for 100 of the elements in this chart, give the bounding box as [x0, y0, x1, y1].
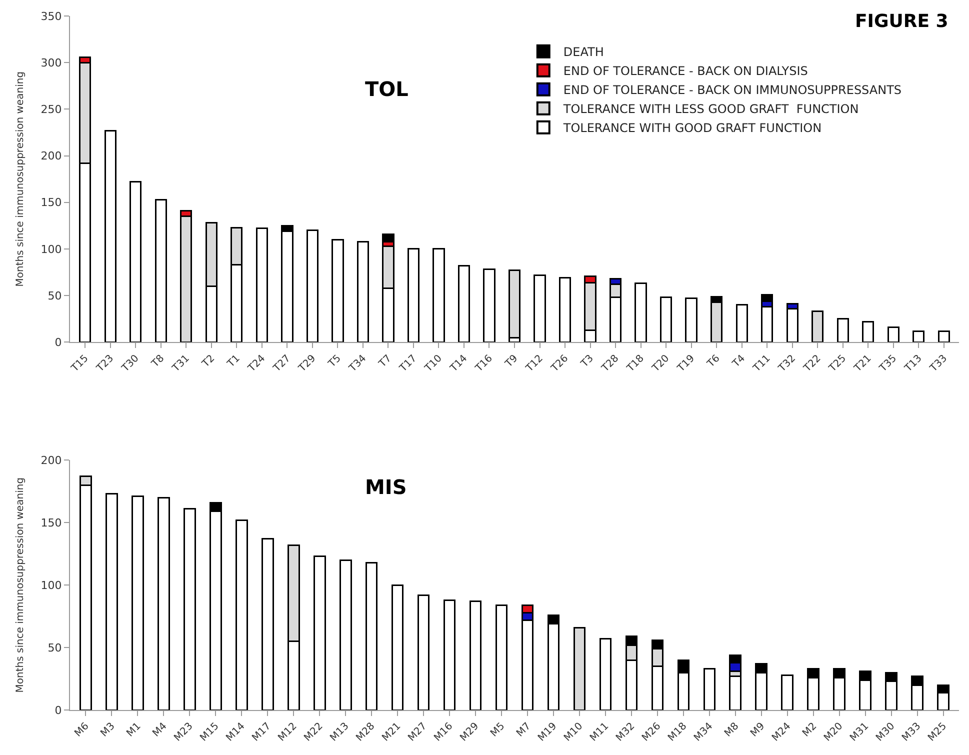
bar	[391, 584, 404, 710]
x-tick-label: T5	[326, 353, 344, 370]
x-tick-label: T4	[730, 353, 748, 370]
bar	[458, 265, 470, 342]
bar	[781, 674, 794, 710]
x-tick-label: T34	[346, 353, 369, 375]
y-tick-label: 100	[40, 242, 62, 256]
bar	[761, 306, 774, 342]
x-tick-label: T2	[200, 353, 218, 370]
x-tick-label: T11	[750, 353, 773, 375]
legend-label: DEATH	[563, 45, 604, 59]
bar	[685, 298, 698, 342]
bar	[862, 320, 874, 342]
x-tick-label: T21	[852, 353, 874, 375]
bar	[573, 626, 586, 710]
x-tick-label: T31	[170, 353, 192, 375]
bar	[634, 282, 647, 342]
bar	[736, 304, 748, 342]
bar	[130, 181, 142, 342]
x-tick-label: T14	[448, 353, 470, 375]
bar	[356, 240, 370, 342]
bar	[469, 600, 482, 710]
legend-label: TOLERANCE WITH LESS GOOD GRAFT FUNCTION	[562, 102, 859, 116]
y-tick-label: 200	[40, 454, 62, 468]
bar	[154, 198, 167, 342]
y-tick-label: 150	[40, 196, 62, 210]
bar	[432, 248, 445, 342]
x-tick-label: M2	[800, 720, 820, 740]
x-tick-label: T16	[473, 353, 495, 375]
bar	[887, 326, 900, 342]
y-tick-label: 300	[40, 56, 62, 70]
x-tick-label: T15	[68, 353, 91, 375]
x-tick-label: T24	[246, 353, 268, 375]
y-tick-label: 250	[40, 103, 62, 116]
y-tick-label: 50	[48, 641, 62, 654]
legend-label: END OF TOLERANCE - BACK ON IMMUNOSUPPRESSANTS	[563, 83, 902, 97]
bar	[332, 238, 344, 342]
bar	[256, 228, 268, 342]
y-tick-label: 350	[40, 10, 62, 23]
x-tick-label: T9	[502, 353, 520, 370]
bar	[703, 668, 716, 710]
bar	[235, 519, 248, 710]
bar	[599, 638, 612, 710]
bar	[495, 604, 508, 710]
x-tick-label: T20	[650, 353, 672, 375]
x-tick-label: T25	[826, 353, 848, 375]
bar	[660, 296, 672, 342]
y-tick-label: 50	[48, 289, 62, 302]
x-tick-label: T1	[225, 353, 242, 370]
x-tick-label: M1	[124, 720, 144, 740]
x-tick-label: T18	[624, 353, 646, 375]
x-tick-label: T29	[296, 353, 318, 375]
x-tick-label: T28	[599, 353, 622, 375]
x-tick-label: M9	[748, 720, 768, 740]
bar	[261, 538, 274, 710]
bar	[912, 330, 925, 342]
annotation: FIGURE 3	[855, 11, 948, 32]
y-tick-label: 100	[40, 578, 62, 592]
bar	[339, 559, 352, 710]
legend-label: TOLERANCE WITH GOOD GRAFT FUNCTION	[562, 121, 822, 135]
bar	[443, 599, 456, 710]
x-tick-label: T32	[776, 353, 798, 375]
x-tick-label: T3	[578, 353, 596, 370]
x-tick-label: M6	[72, 720, 92, 740]
x-tick-label: T30	[120, 353, 142, 375]
x-tick-label: T7	[376, 353, 394, 370]
x-tick-label: T23	[94, 353, 116, 375]
x-tick-label: T33	[928, 353, 950, 375]
bar	[157, 496, 170, 710]
x-tick-label: M3	[98, 720, 118, 740]
legend-label: END OF TOLERANCE - BACK ON DIALYSIS	[563, 64, 808, 78]
y-tick-label: 150	[40, 516, 62, 530]
bar	[417, 594, 430, 710]
bar	[558, 277, 572, 342]
y-tick-label: 0	[54, 704, 62, 717]
x-tick-label: M7	[514, 720, 534, 740]
x-tick-label: T19	[675, 353, 697, 375]
bar	[483, 268, 496, 342]
x-tick-label: T27	[271, 353, 293, 375]
x-tick-label: T8	[149, 353, 167, 370]
x-tick-label: T10	[422, 353, 444, 375]
x-tick-label: M4	[150, 720, 170, 740]
bar	[306, 230, 319, 342]
x-tick-label: T6	[704, 353, 722, 370]
bar	[407, 248, 420, 342]
bar	[812, 310, 824, 342]
x-tick-label: M5	[488, 720, 508, 740]
bar	[365, 562, 378, 710]
bar	[104, 130, 116, 342]
x-tick-label: T13	[902, 353, 924, 375]
y-axis-title: Months since immunosuppression weaning	[14, 477, 26, 693]
text: TOL	[365, 77, 409, 101]
bar	[183, 508, 196, 710]
bar	[938, 330, 950, 342]
bar	[508, 270, 521, 338]
bar	[534, 274, 546, 342]
bar	[105, 493, 118, 710]
x-tick-label: T35	[877, 353, 899, 375]
x-tick-label: T12	[524, 353, 546, 375]
bar	[836, 318, 849, 342]
